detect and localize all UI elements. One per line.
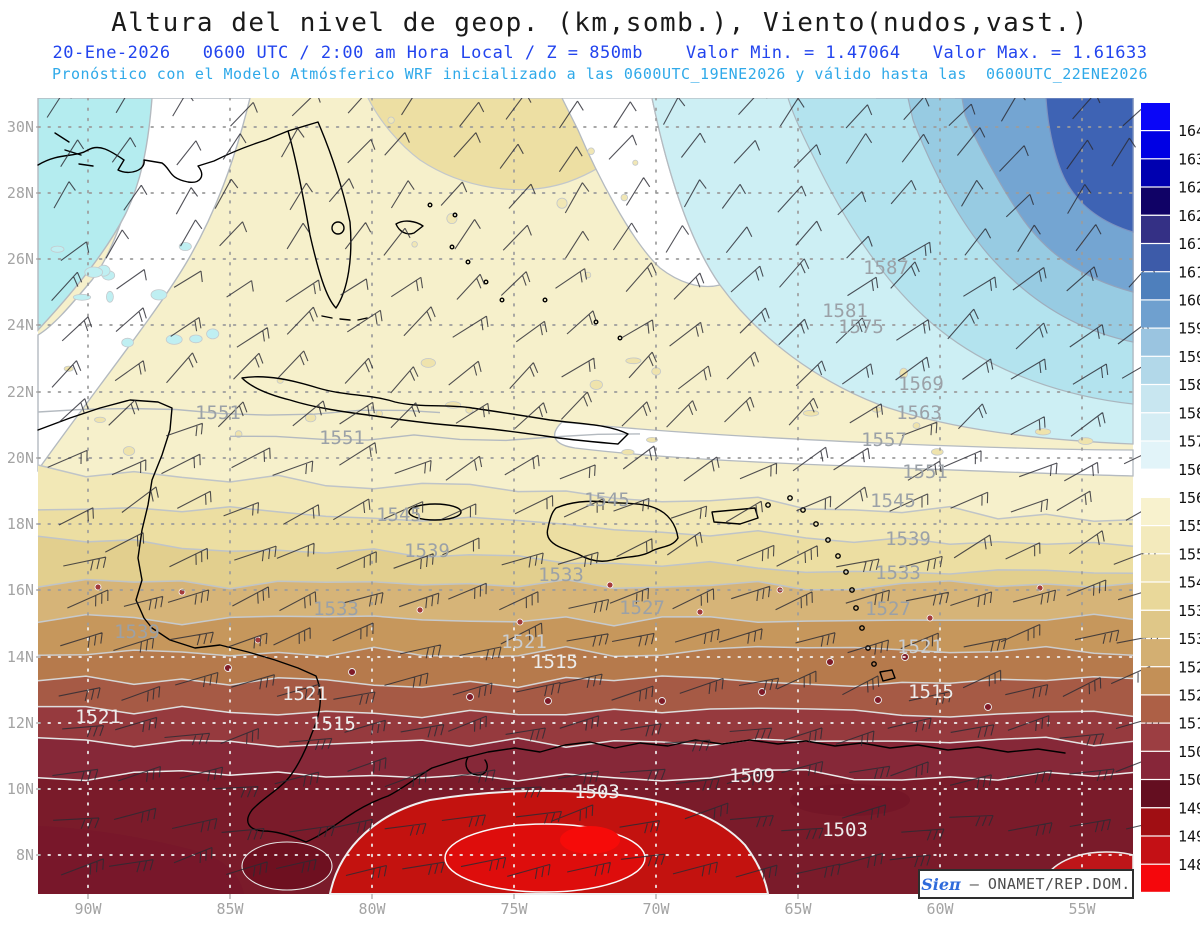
svg-text:1491: 1491: [1178, 828, 1200, 846]
svg-text:26N: 26N: [7, 250, 34, 268]
watermark-text: ONAMET/REP.DOM.: [987, 875, 1131, 893]
svg-text:1509: 1509: [1178, 743, 1200, 761]
svg-text:1593: 1593: [1178, 348, 1200, 366]
header: Altura del nivel de geop. (km,somb.), Vi…: [0, 0, 1200, 98]
page-title: Altura del nivel de geop. (km,somb.), Vi…: [111, 8, 1089, 38]
svg-text:12N: 12N: [7, 714, 34, 732]
svg-text:30N: 30N: [7, 118, 34, 136]
svg-text:1575: 1575: [1178, 433, 1200, 451]
svg-text:80W: 80W: [358, 900, 386, 918]
svg-text:1515: 1515: [532, 651, 578, 673]
svg-text:22N: 22N: [7, 383, 34, 401]
svg-text:1509: 1509: [729, 765, 775, 787]
svg-text:75W: 75W: [500, 900, 528, 918]
watermark-box: Sieπ – ONAMET/REP.DOM.: [918, 869, 1134, 899]
svg-text:24N: 24N: [7, 316, 34, 334]
svg-text:28N: 28N: [7, 184, 34, 202]
svg-text:1551: 1551: [902, 461, 948, 483]
svg-text:1623: 1623: [1178, 207, 1200, 225]
svg-text:60W: 60W: [926, 900, 954, 918]
subtitle-model: Pronóstico con el Modelo Atmósferico WRF…: [51, 65, 1149, 83]
svg-text:1587: 1587: [1178, 376, 1200, 394]
colorbar: 1641 1635 1629 1623 1617 1611 1605 1599 1593 1587…: [1141, 103, 1200, 892]
svg-text:85W: 85W: [216, 900, 244, 918]
svg-text:1545: 1545: [376, 504, 422, 526]
svg-text:1485: 1485: [1178, 856, 1200, 874]
svg-text:1557: 1557: [1178, 517, 1200, 535]
svg-text:1527: 1527: [1178, 658, 1200, 676]
watermark-separator: –: [960, 875, 988, 893]
svg-text:1569: 1569: [898, 373, 944, 395]
watermark-logo: Sieπ: [921, 874, 961, 894]
svg-text:1611: 1611: [1178, 263, 1200, 281]
svg-text:1641: 1641: [1178, 122, 1200, 140]
svg-text:1539: 1539: [1178, 602, 1200, 620]
coastlines: [37, 121, 1066, 843]
svg-text:1635: 1635: [1178, 150, 1200, 168]
svg-text:1515: 1515: [1178, 715, 1200, 733]
svg-text:1533: 1533: [875, 562, 921, 584]
svg-text:1617: 1617: [1178, 235, 1200, 253]
svg-text:1539: 1539: [404, 540, 450, 562]
svg-text:1527: 1527: [865, 598, 911, 620]
svg-text:1527: 1527: [619, 597, 665, 619]
svg-text:1575: 1575: [838, 316, 884, 338]
svg-text:1599: 1599: [1178, 320, 1200, 338]
svg-text:1551: 1551: [319, 427, 365, 449]
svg-text:1497: 1497: [1178, 799, 1200, 817]
svg-text:1521: 1521: [282, 683, 328, 705]
svg-text:1545: 1545: [1178, 574, 1200, 592]
svg-text:65W: 65W: [784, 900, 812, 918]
wind-barbs: [46, 86, 1170, 880]
svg-text:20N: 20N: [7, 449, 34, 467]
svg-text:1551: 1551: [195, 402, 241, 424]
svg-text:1629: 1629: [1178, 179, 1200, 197]
svg-text:18N: 18N: [7, 515, 34, 533]
axis-labels: 30N 28N 26N 24N 22N 20N 18N 16N 14N 12N 10N 8N 90W 85…: [7, 118, 1097, 918]
svg-text:1533: 1533: [313, 598, 359, 620]
svg-text:90W: 90W: [74, 900, 102, 918]
svg-text:1503: 1503: [822, 819, 868, 841]
svg-text:1563: 1563: [896, 402, 942, 424]
svg-text:1521: 1521: [1178, 687, 1200, 705]
svg-text:8N: 8N: [16, 846, 34, 864]
svg-text:1521: 1521: [501, 631, 547, 653]
svg-text:1503: 1503: [574, 781, 620, 803]
svg-text:1521: 1521: [897, 636, 943, 658]
svg-text:1521: 1521: [75, 706, 121, 728]
svg-text:1581: 1581: [1178, 404, 1200, 422]
svg-text:1503: 1503: [1178, 771, 1200, 789]
svg-text:1587: 1587: [863, 257, 909, 279]
svg-text:1533: 1533: [1178, 630, 1200, 648]
svg-text:1563: 1563: [1178, 489, 1200, 507]
graticule: [37, 97, 1134, 895]
svg-text:1551: 1551: [1178, 545, 1200, 563]
svg-text:14N: 14N: [7, 648, 34, 666]
svg-text:1569: 1569: [1178, 461, 1200, 479]
svg-text:10N: 10N: [7, 780, 34, 798]
svg-text:1539: 1539: [114, 621, 160, 643]
svg-text:1605: 1605: [1178, 292, 1200, 310]
svg-text:16N: 16N: [7, 581, 34, 599]
svg-text:55W: 55W: [1068, 900, 1096, 918]
svg-text:1545: 1545: [584, 489, 630, 511]
svg-text:1545: 1545: [870, 490, 916, 512]
svg-text:1515: 1515: [908, 681, 954, 703]
svg-text:1581: 1581: [822, 300, 868, 322]
svg-text:70W: 70W: [642, 900, 670, 918]
svg-text:1557: 1557: [861, 429, 907, 451]
svg-text:1533: 1533: [538, 564, 584, 586]
subtitle-datetime: 20-Ene-2026 0600 UTC / 2:00 am Hora Loca…: [52, 43, 1148, 63]
svg-text:1515: 1515: [310, 713, 356, 735]
svg-text:1539: 1539: [885, 528, 931, 550]
